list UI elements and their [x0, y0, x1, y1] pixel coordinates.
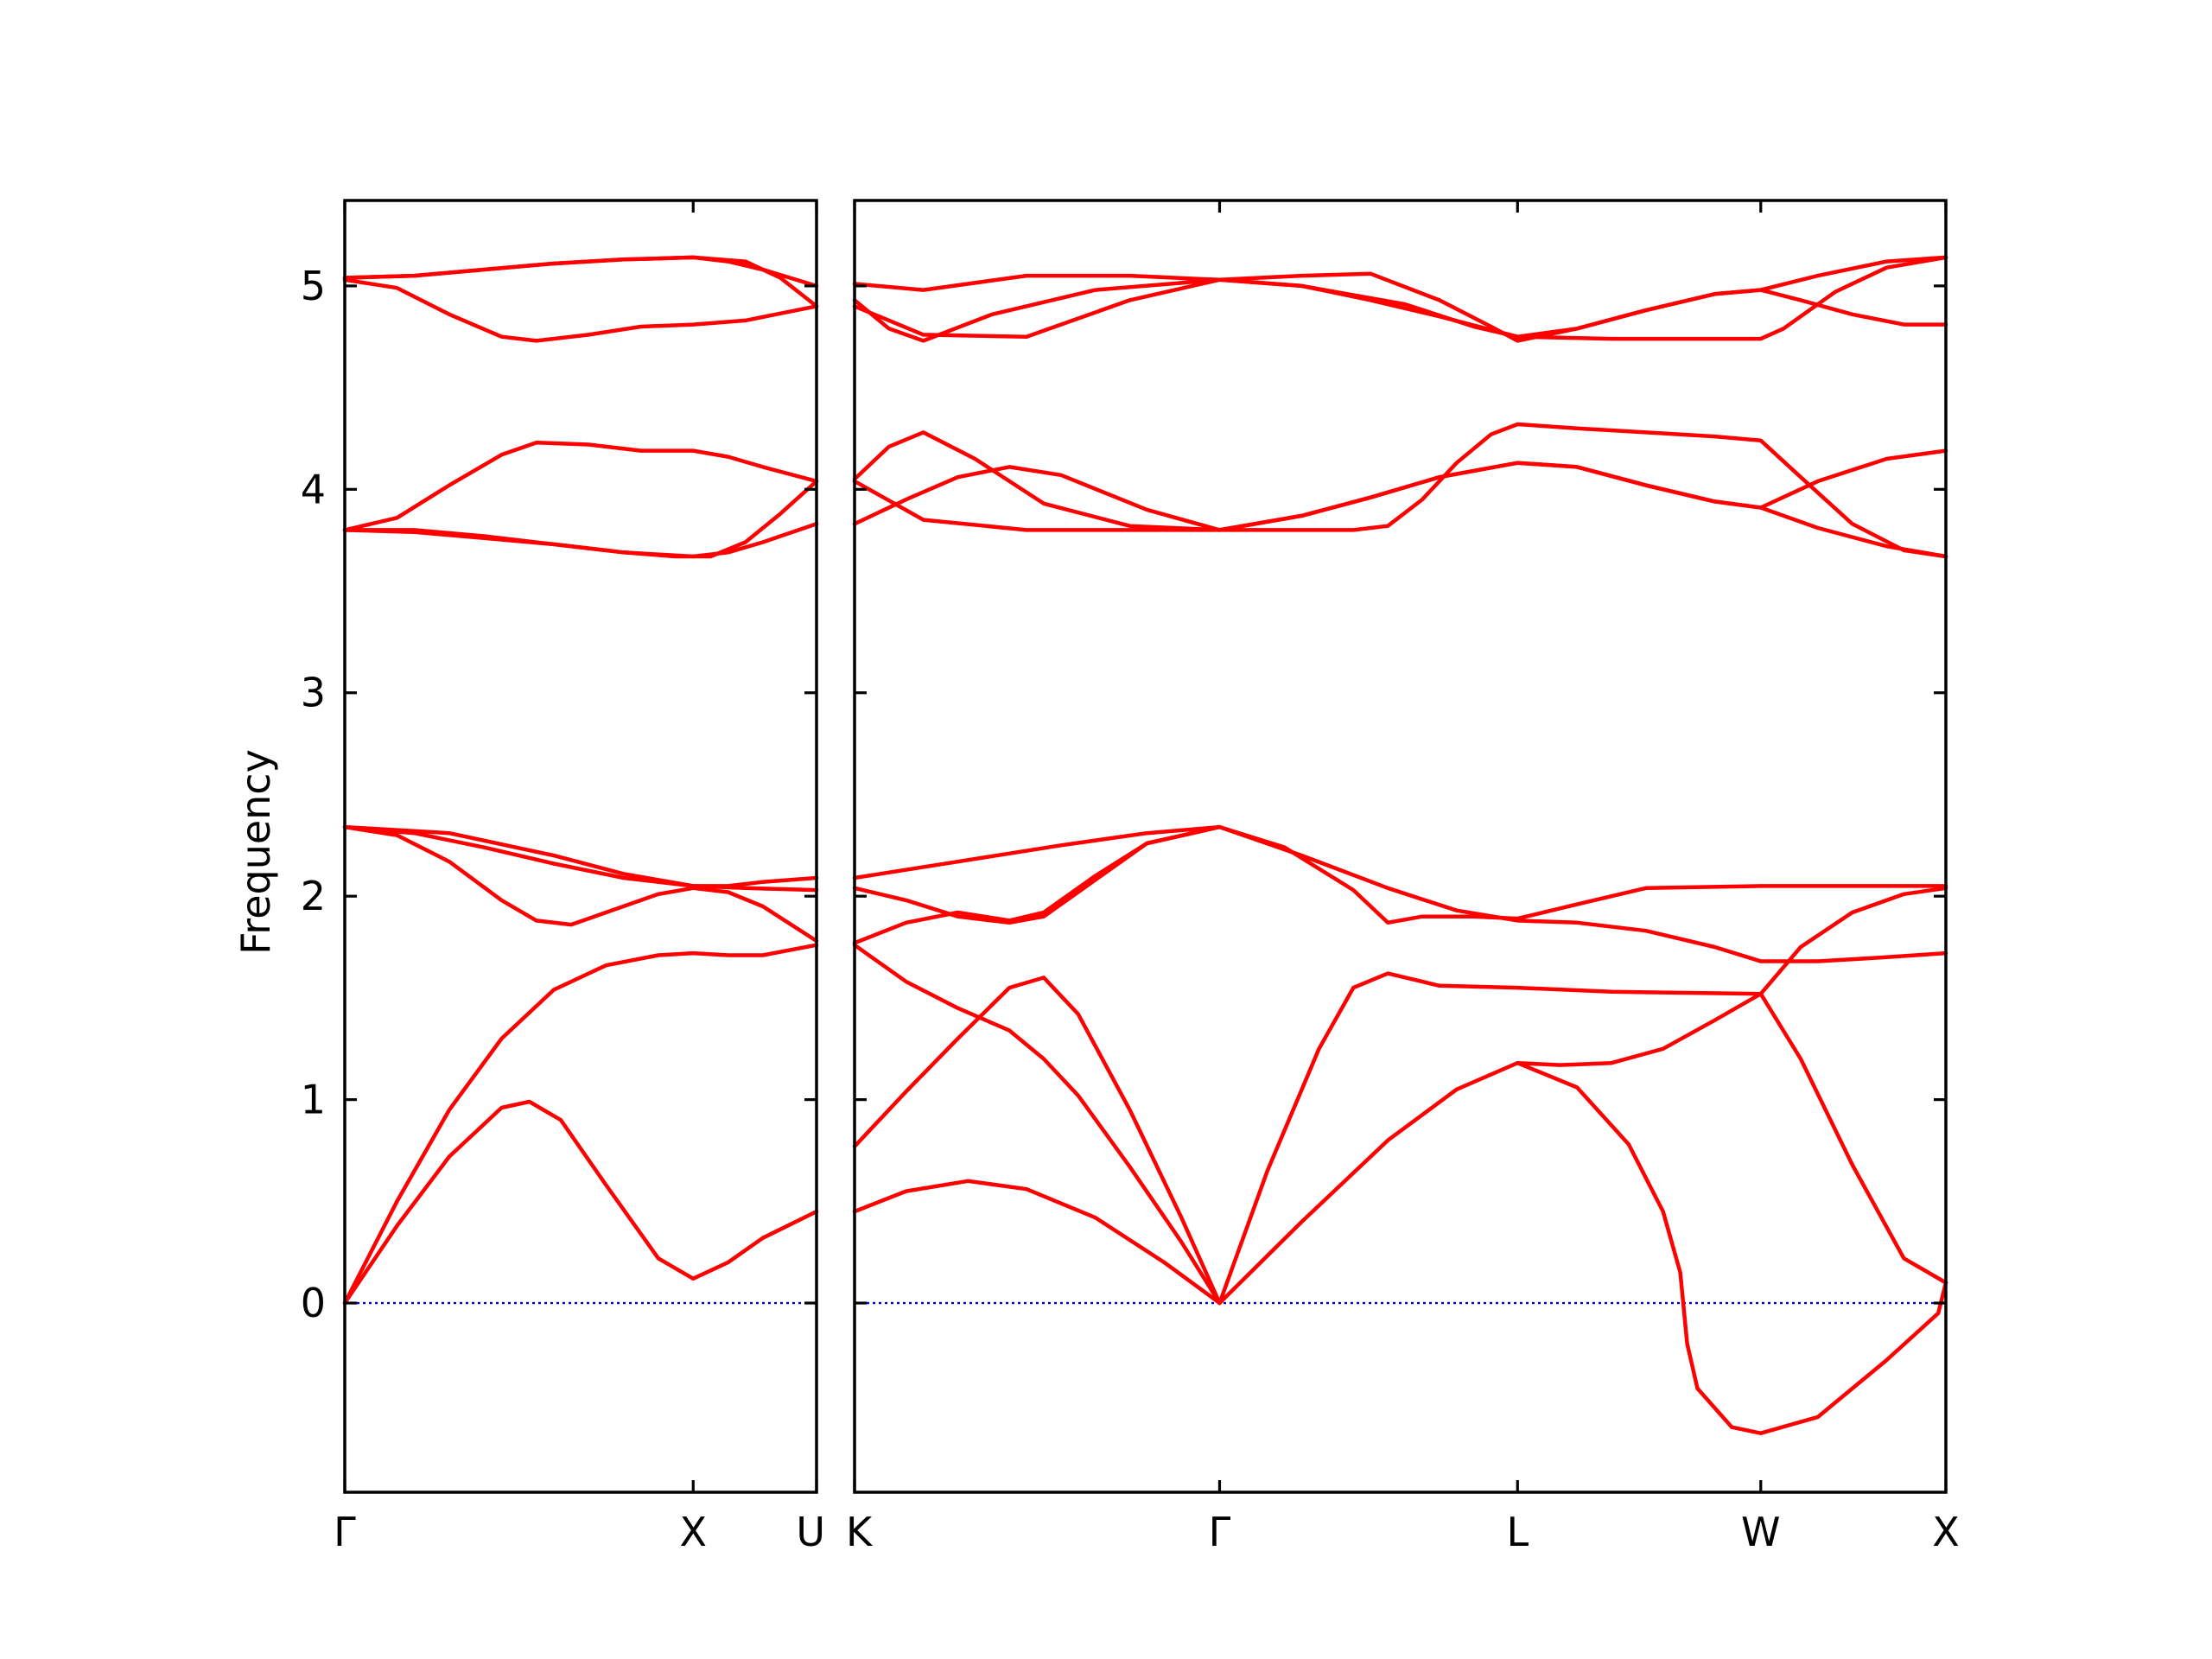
band-line-right-13: [1217, 824, 1948, 963]
band-line-right-8: [1758, 886, 1948, 996]
band-line-left-8: [342, 479, 819, 559]
y-tick-label: 1: [301, 1077, 326, 1123]
x-tick-label: Γ: [334, 1509, 356, 1555]
band-line-left-9: [342, 277, 819, 343]
y-tick-label: 2: [301, 873, 326, 919]
y-tick-label: 3: [301, 670, 326, 716]
band-line-right-6: [1516, 1060, 1948, 1435]
band-line-left-11: [342, 255, 819, 289]
band-line-right-14: [852, 461, 1948, 559]
band-line-right-3: [852, 976, 1222, 1306]
left-panel: 0 1 2 3 4 5 Γ X U: [301, 199, 825, 1555]
x-tick-label: K: [846, 1509, 874, 1555]
band-line-right-2: [852, 943, 1222, 1306]
y-tick-label: 5: [301, 263, 326, 309]
band-line-right-5: [1217, 971, 1764, 1306]
x-tick-label: X: [679, 1509, 707, 1555]
band-line-right-1: [852, 1179, 1222, 1306]
panel-frame-right: [853, 199, 1948, 1494]
y-axis-label: Frequency: [232, 749, 279, 955]
band-line-right-11: [852, 824, 1222, 880]
band-line-right-15: [852, 430, 1948, 532]
band-line-left-5: [342, 824, 819, 888]
x-tick-label: U: [796, 1509, 825, 1555]
panel-frame-left: [343, 199, 818, 1494]
band-line-left-4: [342, 824, 819, 893]
y-tick-label: 0: [301, 1280, 326, 1326]
band-line-right-19: [852, 255, 1948, 341]
band-line-right-16: [852, 422, 1948, 559]
band-line-right-12: [1217, 824, 1948, 925]
band-line-right-17: [852, 271, 1948, 343]
x-tick-label: L: [1506, 1509, 1529, 1555]
band-line-left-3: [342, 824, 819, 944]
band-line-left-1: [342, 1099, 819, 1306]
band-line-left-2: [342, 943, 819, 1306]
band-line-right-7: [1758, 991, 1948, 1285]
y-tick-label: 4: [301, 466, 326, 512]
band-line-right-10: [852, 824, 1222, 925]
x-tick-label: X: [1932, 1509, 1960, 1555]
x-tick-label: Γ: [1209, 1509, 1231, 1555]
band-line-left-7: [342, 440, 819, 532]
band-line-right-9: [852, 824, 1222, 945]
x-tick-label: W: [1741, 1509, 1780, 1555]
band-line-right-4: [1217, 991, 1764, 1306]
